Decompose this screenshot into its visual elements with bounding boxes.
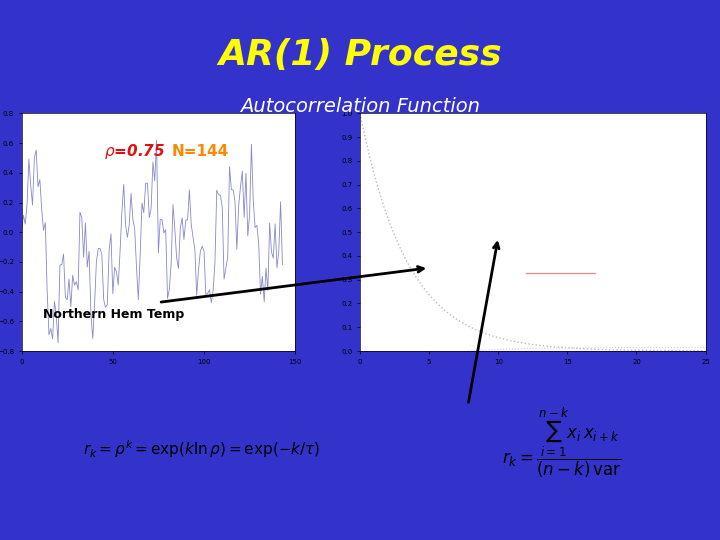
Text: Northern Hem Temp: Northern Hem Temp [43,308,185,321]
Text: N=144: N=144 [172,144,230,159]
Text: AR(1) Process: AR(1) Process [218,38,502,72]
Text: Autocorrelation Function: Autocorrelation Function [240,97,480,116]
Text: $r_k = \rho^k = \exp(k\ln\rho) = \exp(-k/\tau)$: $r_k = \rho^k = \exp(k\ln\rho) = \exp(-k… [83,438,320,460]
Text: $\rho$=0.75: $\rho$=0.75 [104,142,165,161]
Text: $r_k = \dfrac{\sum_{i=1}^{n-k} x_i\, x_{i+k}}{(n-k)\,\mathrm{var}}$: $r_k = \dfrac{\sum_{i=1}^{n-k} x_i\, x_{… [502,406,621,480]
